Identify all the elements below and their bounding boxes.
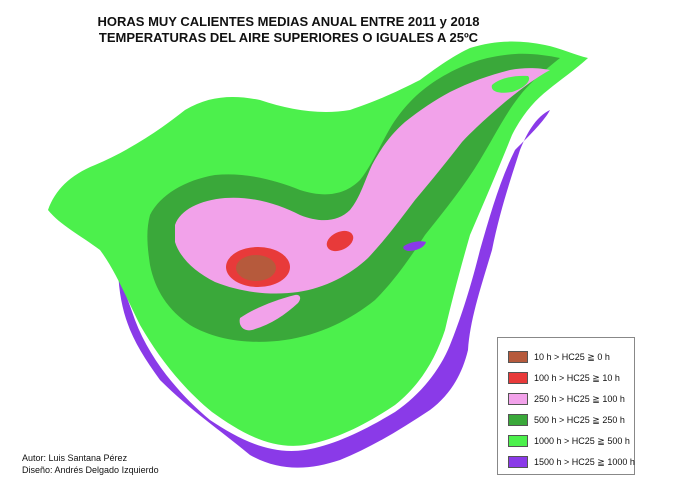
credits: Autor: Luis Santana Pérez Diseño: Andrés… [22, 452, 159, 476]
legend-label: 1000 h > HC25 ≧ 500 h [534, 435, 630, 446]
map-title: HORAS MUY CALIENTES MEDIAS ANUAL ENTRE 2… [0, 14, 677, 46]
legend-swatch [508, 414, 528, 426]
legend-item: 1000 h > HC25 ≧ 500 h [508, 434, 630, 448]
legend-item: 250 h > HC25 ≧ 100 h [508, 392, 625, 406]
legend-item: 1500 h > HC25 ≧ 1000 h [508, 455, 635, 469]
legend: 10 h > HC25 ≧ 0 h 100 h > HC25 ≧ 10 h 25… [497, 337, 635, 475]
zone-100-250h-arc [239, 294, 301, 331]
legend-swatch [508, 351, 528, 363]
map-title-line1: HORAS MUY CALIENTES MEDIAS ANUAL ENTRE 2… [97, 14, 480, 29]
zone-0-10h [236, 255, 276, 281]
legend-item: 10 h > HC25 ≧ 0 h [508, 350, 610, 364]
map-title-line2: TEMPERATURAS DEL AIRE SUPERIORES O IGUAL… [98, 30, 479, 45]
zone-500-1000h-patch [491, 75, 530, 93]
legend-item: 100 h > HC25 ≧ 10 h [508, 371, 620, 385]
zone-100-250h [175, 68, 550, 294]
legend-swatch [508, 456, 528, 468]
legend-swatch [508, 393, 528, 405]
legend-swatch [508, 372, 528, 384]
legend-swatch [508, 435, 528, 447]
zone-1000-1500h [118, 110, 550, 468]
design-credit: Diseño: Andrés Delgado Izquierdo [22, 465, 159, 475]
author-credit: Autor: Luis Santana Pérez [22, 453, 128, 463]
legend-label: 1500 h > HC25 ≧ 1000 h [534, 456, 635, 467]
legend-label: 10 h > HC25 ≧ 0 h [534, 351, 610, 362]
legend-label: 100 h > HC25 ≧ 10 h [534, 372, 620, 383]
zone-10-100h-east [326, 230, 354, 252]
legend-label: 250 h > HC25 ≧ 100 h [534, 393, 625, 404]
legend-item: 500 h > HC25 ≧ 250 h [508, 413, 625, 427]
legend-label: 500 h > HC25 ≧ 250 h [534, 414, 625, 425]
zone-1000-1500h-patch [403, 241, 426, 251]
